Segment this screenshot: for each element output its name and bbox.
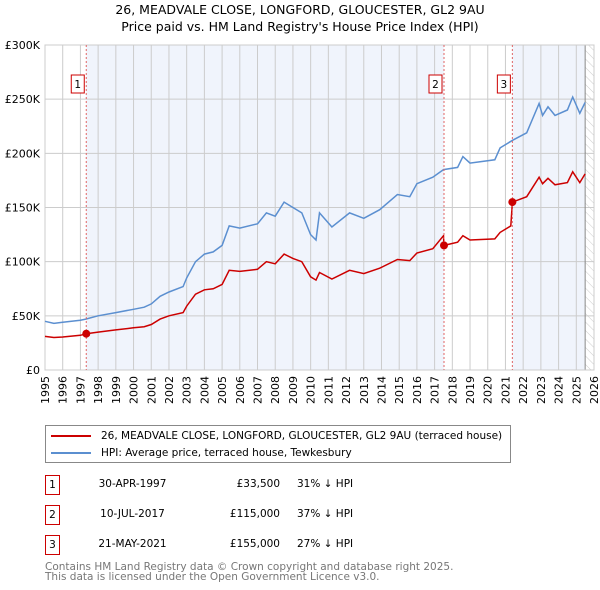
legend-item-hpi: HPI: Average price, terraced house, Tewk… — [46, 445, 352, 461]
y-tick-label: £0 — [26, 364, 40, 377]
price-chart: 1 2 3 1995 1996 1997 1998 1999 2000 2001 2002 2003 2… — [5, 39, 600, 404]
legend-label: 26, MEADVALE CLOSE, LONGFORD, GLOUCESTER… — [101, 430, 503, 442]
plot-border — [44, 44, 595, 371]
footer-copyright: Contains HM Land Registry data © Crown c… — [45, 561, 454, 573]
x-tick-label: 2002 — [163, 376, 176, 404]
hpi-line — [44, 95, 586, 325]
x-tick-label: 2003 — [181, 376, 194, 404]
x-tick-label: 2020 — [482, 376, 495, 404]
x-tick-label: 2017 — [429, 376, 442, 404]
x-tick-label: 2021 — [499, 376, 512, 404]
x-tick-label: 2024 — [553, 376, 566, 404]
x-tick-label: 2026 — [588, 376, 600, 404]
row-hpi: 37% ↓ HPI — [297, 508, 354, 520]
sale-point — [508, 198, 517, 207]
x-tick-label: 1998 — [92, 376, 105, 404]
row-date: 30-APR-1997 — [98, 478, 167, 490]
sale-label-number: 3 — [501, 79, 508, 91]
x-tick-label: 2015 — [393, 376, 406, 404]
y-tick-label: £250K — [5, 93, 41, 106]
footer-licence: This data is licensed under the Open Gov… — [45, 571, 380, 583]
row-number: 1 — [45, 475, 60, 495]
x-tick-label: 1996 — [57, 376, 70, 404]
row-number: 2 — [45, 505, 60, 525]
y-tick-label: £100K — [5, 256, 41, 269]
x-tick-label: 2019 — [464, 376, 477, 404]
x-tick-label: 2005 — [216, 376, 229, 404]
x-tick-label: 2009 — [287, 376, 300, 404]
legend-label: HPI: Average price, terraced house, Tewk… — [101, 447, 352, 459]
table-row: 3 21-MAY-2021 £155,000 27% ↓ HPI — [45, 535, 445, 555]
x-tick-label: 2006 — [234, 376, 247, 404]
row-price: £33,500 — [236, 478, 280, 490]
x-tick-label: 2022 — [517, 376, 530, 404]
x-tick-label: 2000 — [128, 376, 141, 404]
x-tick-label: 2008 — [269, 376, 282, 404]
x-tick-label: 2011 — [322, 376, 335, 404]
x-tick-label: 2010 — [305, 376, 318, 404]
sale-label-number: 2 — [432, 79, 439, 91]
x-tick-label: 2001 — [145, 376, 158, 404]
y-tick-label: £150K — [5, 202, 41, 215]
y-tick-label: £200K — [5, 147, 41, 160]
row-price: £155,000 — [229, 538, 280, 550]
y-tick-label: £50K — [12, 310, 41, 323]
row-price: £115,000 — [229, 508, 280, 520]
row-hpi: 31% ↓ HPI — [297, 478, 354, 490]
y-tick-label: £300K — [5, 39, 41, 52]
x-tick-label: 2004 — [198, 376, 211, 404]
chart-title-line1: 26, MEADVALE CLOSE, LONGFORD, GLOUCESTER… — [115, 2, 485, 17]
sale-point — [439, 241, 448, 250]
x-tick-label: 2014 — [375, 376, 388, 404]
sale-label-number: 1 — [74, 79, 81, 91]
x-tick-label: 1999 — [110, 376, 123, 404]
row-date: 10-JUL-2017 — [100, 508, 165, 520]
row-hpi: 27% ↓ HPI — [297, 538, 354, 550]
chart-title-line2: Price paid vs. HM Land Registry's House … — [121, 19, 479, 34]
x-tick-label: 1997 — [74, 376, 87, 404]
row-date: 21-MAY-2021 — [98, 538, 167, 550]
x-tick-label: 2007 — [252, 376, 265, 404]
sale-label-box — [428, 74, 443, 94]
legend-swatch-red — [51, 435, 91, 437]
sale-point — [82, 329, 91, 338]
table-row: 1 30-APR-1997 £33,500 31% ↓ HPI — [45, 475, 445, 495]
x-tick-label: 2018 — [446, 376, 459, 404]
legend-swatch-blue — [51, 452, 91, 454]
x-tick-label: 2012 — [340, 376, 353, 404]
sale-label-box — [70, 74, 85, 94]
x-tick-label: 2023 — [535, 376, 548, 404]
row-number: 3 — [45, 535, 60, 555]
sale-label-box — [496, 74, 511, 94]
legend: 26, MEADVALE CLOSE, LONGFORD, GLOUCESTER… — [45, 425, 511, 463]
table-row: 2 10-JUL-2017 £115,000 37% ↓ HPI — [45, 505, 445, 525]
legend-item-property: 26, MEADVALE CLOSE, LONGFORD, GLOUCESTER… — [46, 428, 502, 444]
x-tick-label: 2013 — [358, 376, 371, 404]
x-tick-label: 1995 — [39, 376, 52, 404]
x-tick-label: 2025 — [570, 376, 583, 404]
x-tick-label: 2016 — [411, 376, 424, 404]
